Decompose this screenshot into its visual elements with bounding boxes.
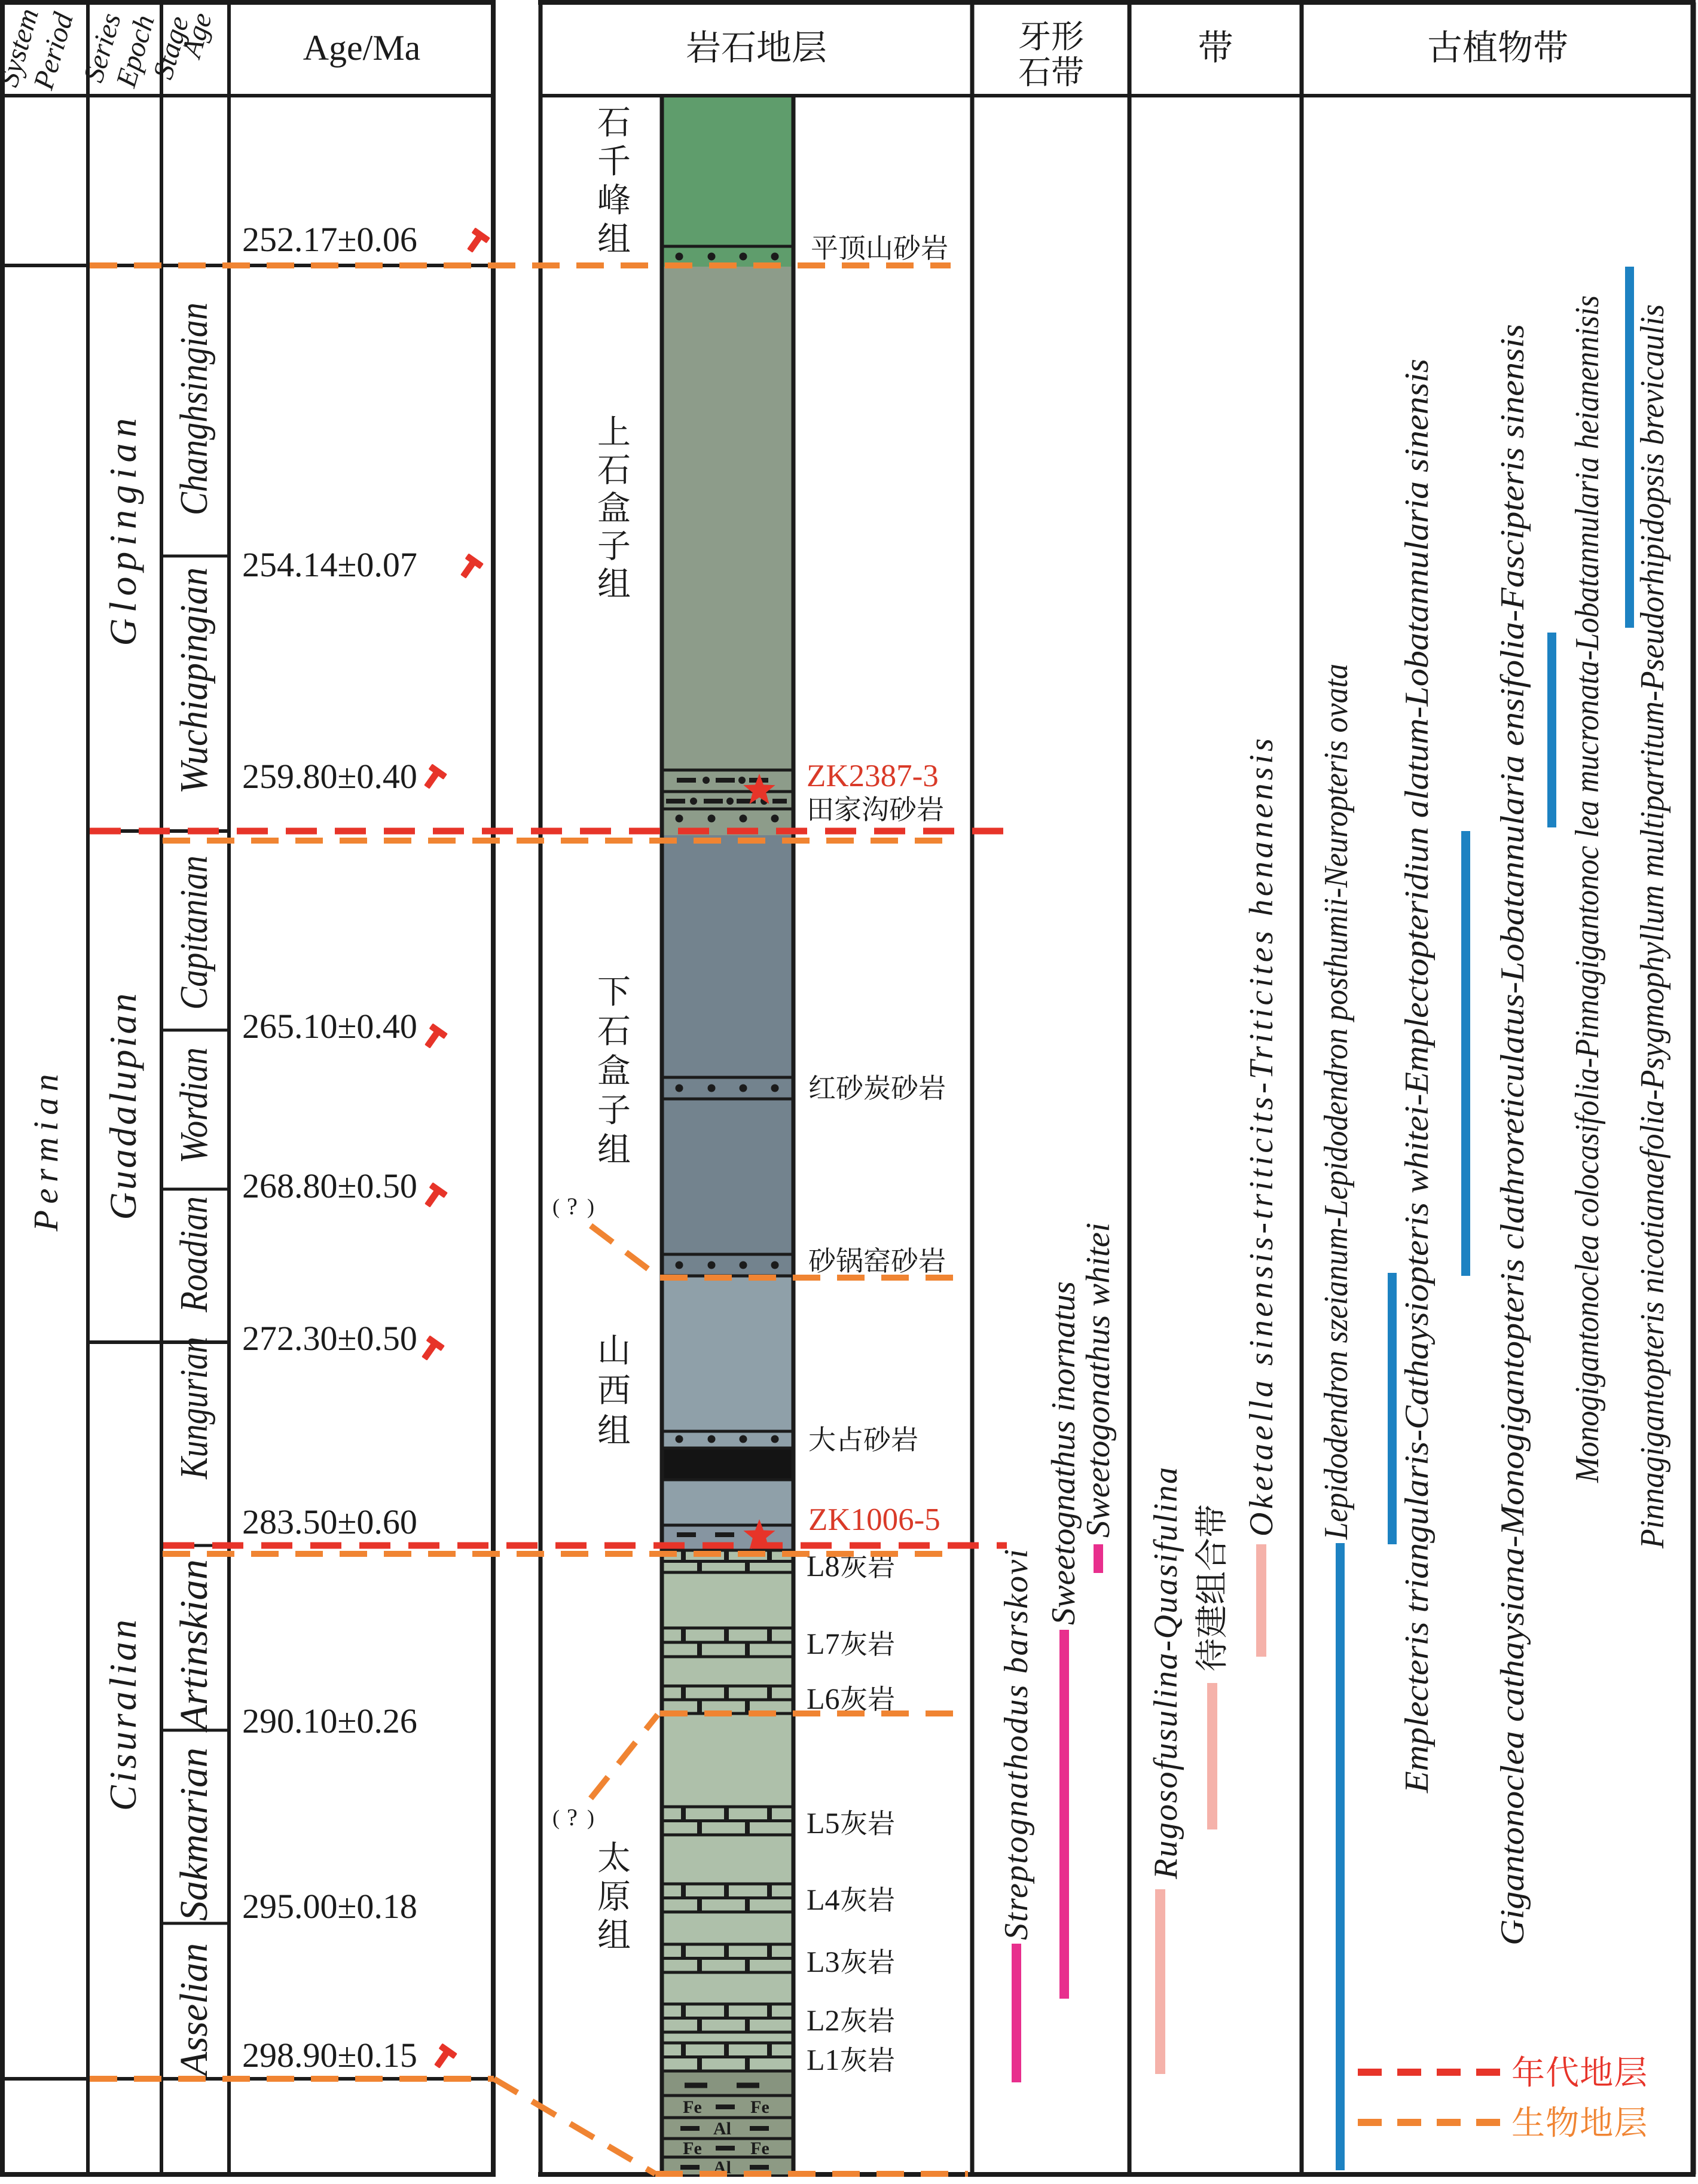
- svg-text:Fe: Fe: [683, 2139, 702, 2158]
- svg-text:Age/Ma: Age/Ma: [303, 28, 421, 68]
- svg-text:Rugosofusulina-Quasifulina: Rugosofusulina-Quasifulina: [1147, 1467, 1184, 1880]
- svg-text:Wuchiapingian: Wuchiapingian: [172, 567, 216, 794]
- svg-text:Sakmarian: Sakmarian: [172, 1748, 216, 1921]
- svg-text:ZK1006-5: ZK1006-5: [808, 1502, 940, 1537]
- svg-text:290.10±0.26: 290.10±0.26: [242, 1702, 417, 1740]
- svg-text:Streptognathodus barskovi: Streptognathodus barskovi: [998, 1549, 1035, 1940]
- svg-text:Pinnagigantopteris nicotianaef: Pinnagigantopteris nicotianaefolia-Psygm…: [1634, 304, 1671, 1549]
- svg-text:Fe: Fe: [750, 2139, 769, 2158]
- svg-text:Al: Al: [713, 2119, 731, 2139]
- svg-text:): ): [587, 1195, 594, 1218]
- svg-text:259.80±0.40: 259.80±0.40: [242, 757, 417, 796]
- svg-text:295.00±0.18: 295.00±0.18: [242, 1887, 417, 1926]
- svg-text:Kungurian: Kungurian: [172, 1337, 216, 1480]
- svg-text:L1: L1: [807, 2043, 840, 2076]
- svg-text:Sweetogonathus whitei: Sweetogonathus whitei: [1080, 1223, 1117, 1538]
- svg-text:Gigantonoclea cathaysiana-Mono: Gigantonoclea cathaysiana-Monogigantopte…: [1494, 324, 1531, 1945]
- svg-text:272.30±0.50: 272.30±0.50: [242, 1319, 417, 1358]
- svg-text:Changhsingian: Changhsingian: [172, 303, 216, 515]
- svg-text:283.50±0.60: 283.50±0.60: [242, 1502, 417, 1541]
- svg-text:Artinskian: Artinskian: [172, 1559, 216, 1733]
- svg-text:Cisuralian: Cisuralian: [102, 1620, 144, 1811]
- svg-text:252.17±0.06: 252.17±0.06: [242, 220, 417, 259]
- svg-text:L3: L3: [807, 1945, 840, 1978]
- svg-text:Roadian: Roadian: [172, 1196, 216, 1313]
- svg-text:Lepidodendron szeianum-Lepidod: Lepidodendron szeianum-Lepidodendron pos…: [1318, 664, 1355, 1540]
- svg-text:268.80±0.50: 268.80±0.50: [242, 1166, 417, 1205]
- svg-text:L6: L6: [807, 1682, 840, 1715]
- svg-text:298.90±0.15: 298.90±0.15: [242, 2036, 417, 2075]
- svg-text:?: ?: [567, 1804, 578, 1831]
- svg-text:ZK2387-3: ZK2387-3: [807, 759, 939, 793]
- svg-text:Monogigantonoclea colocasifoli: Monogigantonoclea colocasifolia-Pinnagig…: [1569, 295, 1606, 1483]
- svg-text:254.14±0.07: 254.14±0.07: [242, 545, 417, 584]
- svg-text:Sweetognathus inornatus: Sweetognathus inornatus: [1045, 1281, 1082, 1625]
- svg-text:L2: L2: [807, 2003, 840, 2037]
- svg-text:(: (: [552, 1195, 560, 1218]
- svg-text:): ): [587, 1806, 594, 1829]
- svg-text:265.10±0.40: 265.10±0.40: [242, 1007, 417, 1046]
- svg-text:Fe: Fe: [750, 2097, 769, 2117]
- svg-text:L5: L5: [807, 1806, 840, 1840]
- svg-text:(: (: [552, 1806, 560, 1829]
- svg-text:Wordian: Wordian: [172, 1047, 216, 1163]
- svg-text:?: ?: [567, 1193, 578, 1220]
- svg-text:L4: L4: [807, 1883, 840, 1916]
- svg-text:L7: L7: [807, 1627, 840, 1660]
- svg-text:Emplecteris triangularis-Catha: Emplecteris triangularis-Cathaysiopteris…: [1398, 359, 1436, 1794]
- svg-text:Guadalupian: Guadalupian: [102, 994, 144, 1220]
- svg-text:Asselian: Asselian: [172, 1943, 216, 2078]
- svg-text:Fe: Fe: [683, 2097, 702, 2117]
- svg-text:Capitanian: Capitanian: [172, 856, 216, 1010]
